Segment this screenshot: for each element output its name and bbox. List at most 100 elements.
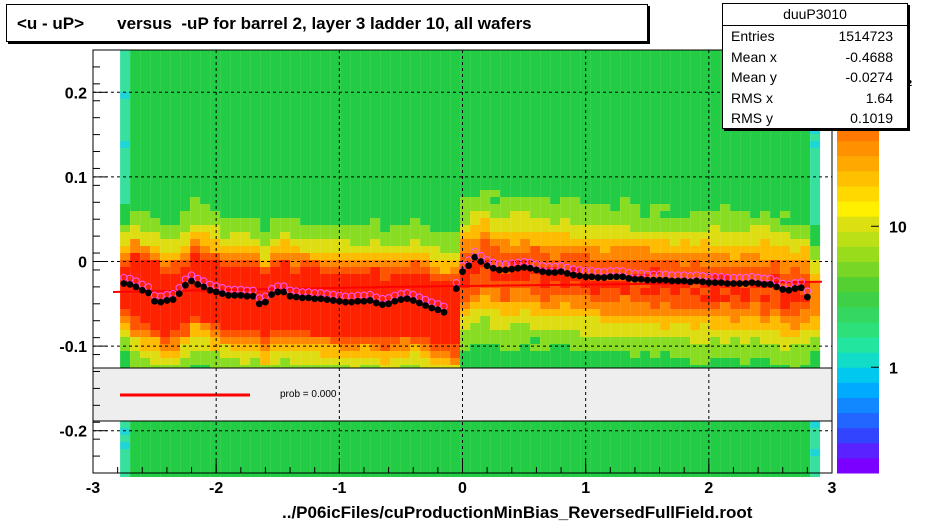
heatmap-cell — [520, 288, 531, 295]
heatmap-cell — [550, 169, 561, 176]
heatmap-cell — [560, 50, 571, 57]
heatmap-cell — [520, 358, 531, 365]
heatmap-cell — [240, 50, 251, 57]
heatmap-cell — [680, 344, 691, 351]
heatmap-cell — [310, 78, 321, 85]
heatmap-cell — [660, 344, 671, 351]
heatmap-cell — [160, 253, 171, 260]
heatmap-cell — [660, 99, 671, 106]
heatmap-cell — [240, 288, 251, 295]
heatmap-cell — [370, 197, 381, 204]
heatmap-cell — [740, 323, 751, 330]
profile-point — [551, 269, 559, 276]
heatmap-cell — [380, 239, 391, 246]
heatmap-cell — [640, 449, 651, 456]
heatmap-cell — [570, 316, 581, 323]
heatmap-cell — [270, 309, 281, 316]
heatmap-cell — [200, 71, 211, 78]
heatmap-cell — [160, 134, 171, 141]
heatmap-cell — [580, 78, 591, 85]
heatmap-cell — [160, 204, 171, 211]
heatmap-cell — [160, 421, 171, 428]
heatmap-cell — [130, 106, 141, 113]
heatmap-cell — [720, 330, 731, 337]
heatmap-cell — [490, 211, 501, 218]
heatmap-cell — [320, 225, 331, 232]
heatmap-cell — [230, 99, 241, 106]
profile-point — [126, 280, 134, 288]
heatmap-cell — [270, 260, 281, 267]
heatmap-cell — [480, 204, 491, 211]
heatmap-cell — [420, 50, 431, 57]
heatmap-cell — [120, 428, 131, 435]
heatmap-cell — [580, 148, 591, 155]
heatmap-cell — [330, 239, 341, 246]
heatmap-cell — [380, 71, 391, 78]
profile-point — [705, 279, 713, 287]
heatmap-cell — [250, 183, 261, 190]
heatmap-cell — [430, 316, 441, 323]
heatmap-cell — [240, 344, 251, 351]
heatmap-cell — [260, 92, 271, 99]
heatmap-cell — [750, 134, 761, 141]
heatmap-cell — [580, 134, 591, 141]
heatmap-cell — [260, 337, 271, 344]
heatmap-cell — [610, 295, 621, 302]
heatmap-cell — [500, 260, 511, 267]
heatmap-cell — [200, 190, 211, 197]
heatmap-cell — [730, 239, 741, 246]
heatmap-cell — [370, 309, 381, 316]
heatmap-cell — [510, 176, 521, 183]
stats-row-mean-y: Mean y -0.0274 — [723, 67, 907, 88]
heatmap-cell — [500, 64, 511, 71]
heatmap-cell — [810, 169, 821, 176]
heatmap-cell — [390, 267, 401, 274]
palette-tick-label: 10 — [889, 219, 907, 236]
heatmap-cell — [410, 323, 421, 330]
heatmap-cell — [660, 309, 671, 316]
heatmap-cell — [210, 141, 221, 148]
heatmap-cell — [340, 85, 351, 92]
heatmap-cell — [530, 239, 541, 246]
heatmap-cell — [360, 302, 371, 309]
heatmap-cell — [210, 253, 221, 260]
heatmap-cell — [620, 169, 631, 176]
heatmap-cell — [320, 183, 331, 190]
heatmap-cell — [580, 225, 591, 232]
heatmap-cell — [130, 64, 141, 71]
heatmap-cell — [630, 344, 641, 351]
heatmap-cell — [240, 351, 251, 358]
heatmap-cell — [470, 337, 481, 344]
heatmap-cell — [240, 155, 251, 162]
palette-swatch — [837, 427, 879, 444]
heatmap-cell — [740, 435, 751, 442]
heatmap-cell — [300, 78, 311, 85]
heatmap-cell — [190, 162, 201, 169]
heatmap-cell — [170, 197, 181, 204]
heatmap-cell — [230, 281, 241, 288]
heatmap-cell — [200, 316, 211, 323]
heatmap-cell — [200, 113, 211, 120]
heatmap-cell — [460, 316, 471, 323]
heatmap-cell — [410, 176, 421, 183]
heatmap-cell — [670, 442, 681, 449]
heatmap-cell — [520, 78, 531, 85]
heatmap-cell — [450, 344, 461, 351]
heatmap-cell — [210, 442, 221, 449]
heatmap-cell — [160, 148, 171, 155]
heatmap-cell — [690, 169, 701, 176]
heatmap-cell — [220, 435, 231, 442]
heatmap-cell — [370, 113, 381, 120]
heatmap-cell — [420, 176, 431, 183]
heatmap-cell — [800, 218, 811, 225]
heatmap-cell — [480, 428, 491, 435]
heatmap-cell — [790, 337, 801, 344]
heatmap-cell — [390, 253, 401, 260]
palette-swatch — [837, 412, 879, 429]
heatmap-cell — [290, 190, 301, 197]
heatmap-cell — [620, 232, 631, 239]
heatmap-cell — [320, 246, 331, 253]
heatmap-cell — [540, 337, 551, 344]
heatmap-cell — [380, 113, 391, 120]
heatmap-cell — [800, 239, 811, 246]
